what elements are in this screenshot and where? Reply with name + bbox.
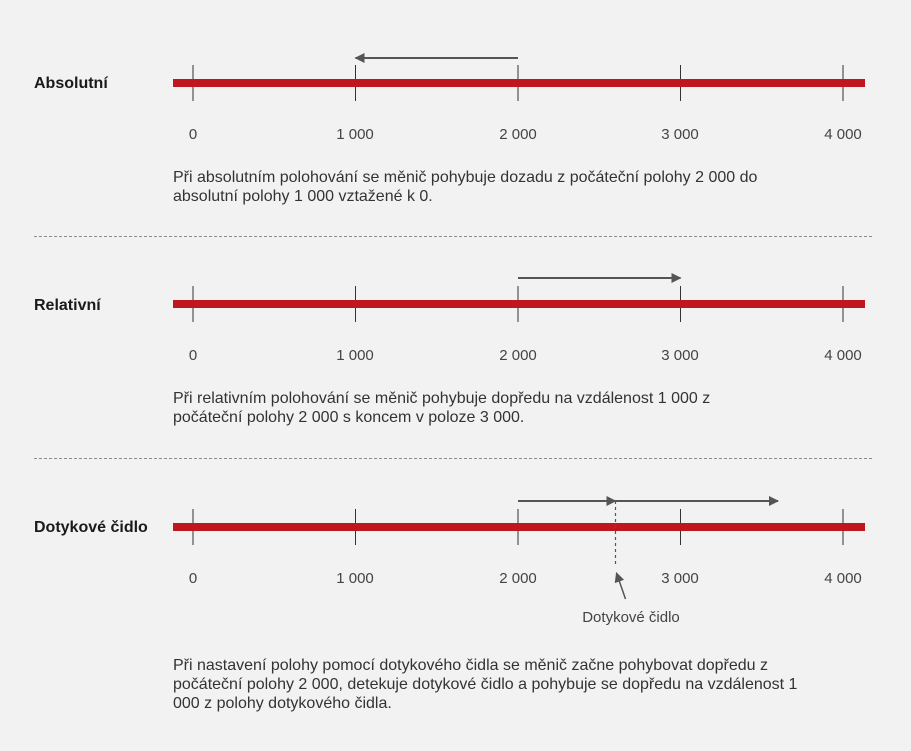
section-label-relative: Relativní xyxy=(34,297,101,314)
section-label-absolute: Absolutní xyxy=(34,75,108,92)
tick-label-1000: 1 000 xyxy=(336,126,374,143)
description-relative: Při relativním polohování se měnič pohyb… xyxy=(173,390,711,426)
section-divider xyxy=(34,236,872,237)
description-touch-probe: Při nastavení polohy pomocí dotykového č… xyxy=(173,657,798,712)
tick-label-0: 0 xyxy=(188,347,198,364)
tick-label-3000: 3 000 xyxy=(661,570,699,587)
section-divider xyxy=(34,458,872,459)
tick-label-2000: 2 000 xyxy=(499,126,537,143)
section-label-touch-probe: Dotykové čidlo xyxy=(34,519,148,536)
tick-label-0: 0 xyxy=(188,126,198,143)
tick-label-2000: 2 000 xyxy=(499,347,537,364)
tick-label-0: 0 xyxy=(188,570,198,587)
tick-label-4000: 4 000 xyxy=(824,570,862,587)
sensor-annotation: Dotykové čidlo xyxy=(582,609,680,626)
sensor-pointer-arrow xyxy=(614,572,627,600)
tick-label-3000: 3 000 xyxy=(661,126,699,143)
tick-label-4000: 4 000 xyxy=(824,126,862,143)
description-absolute: Při absolutním polohování se měnič pohyb… xyxy=(173,169,758,205)
tick-label-1000: 1 000 xyxy=(336,570,374,587)
tick-label-1000: 1 000 xyxy=(336,347,374,364)
tick-label-2000: 2 000 xyxy=(499,570,537,587)
tick-label-3000: 3 000 xyxy=(661,347,699,364)
tick-label-4000: 4 000 xyxy=(824,347,862,364)
